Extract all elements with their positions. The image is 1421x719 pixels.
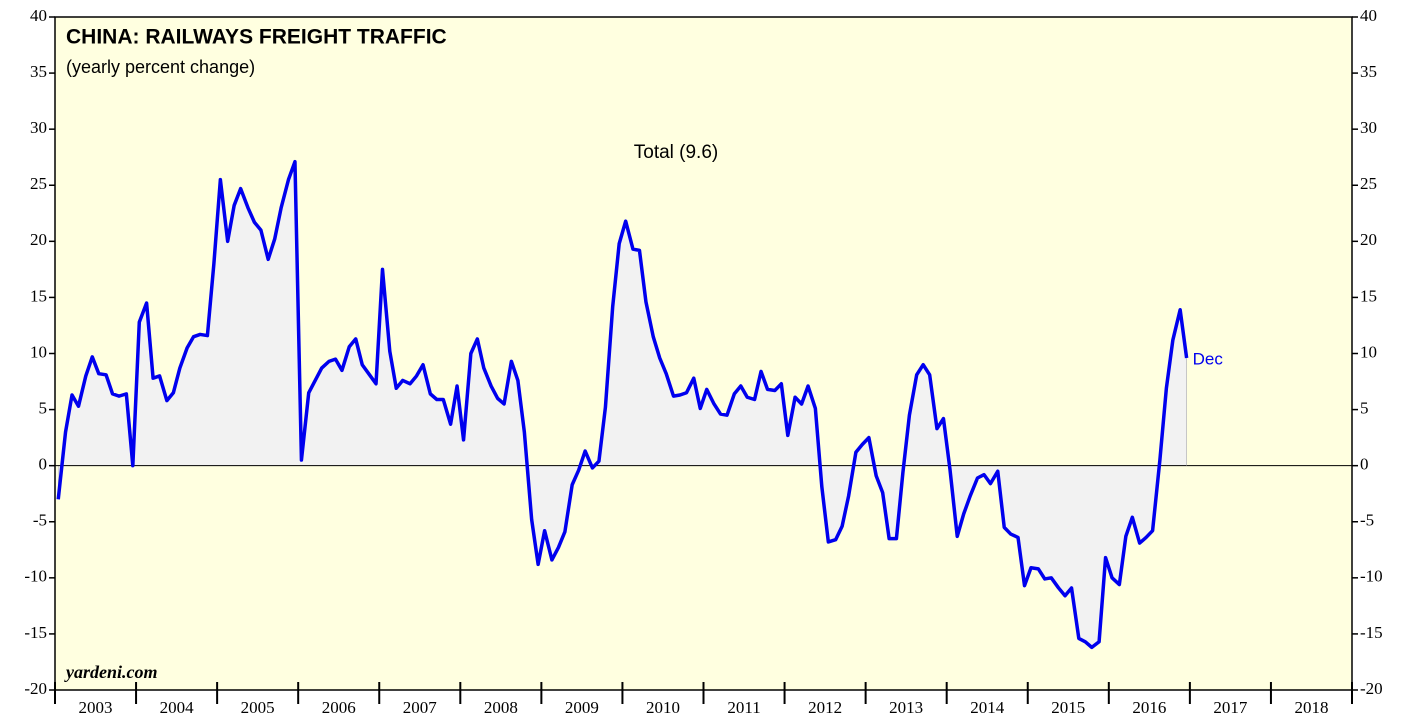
y-tick-label: 40	[30, 6, 47, 25]
x-tick-label: 2005	[241, 698, 275, 717]
y2-tick-label: -5	[1360, 511, 1374, 530]
x-tick-label: 2011	[727, 698, 760, 717]
x-tick-label: 2018	[1294, 698, 1328, 717]
x-tick-label: 2009	[565, 698, 599, 717]
y-tick-label: 15	[30, 286, 47, 305]
x-tick-label: 2013	[889, 698, 923, 717]
x-tick-label: 2003	[79, 698, 113, 717]
y2-tick-label: 5	[1360, 398, 1369, 417]
source: yardeni.com	[64, 662, 158, 682]
x-tick-label: 2010	[646, 698, 680, 717]
x-tick-label: 2014	[970, 698, 1005, 717]
y-tick-label: -5	[33, 511, 47, 530]
x-tick-label: 2004	[160, 698, 195, 717]
y2-tick-label: 15	[1360, 286, 1377, 305]
x-tick-label: 2017	[1213, 698, 1248, 717]
y2-tick-label: 35	[1360, 62, 1377, 81]
y-tick-label: 10	[30, 342, 47, 361]
y-tick-label: -20	[24, 679, 47, 698]
y-tick-label: 20	[30, 230, 47, 249]
x-tick-label: 2015	[1051, 698, 1085, 717]
x-tick-label: 2007	[403, 698, 438, 717]
y2-tick-label: -20	[1360, 679, 1383, 698]
y2-tick-label: 40	[1360, 6, 1377, 25]
line	[56, 159, 1189, 650]
y2-tick-label: -15	[1360, 623, 1383, 642]
y2-tick-label: -10	[1360, 567, 1383, 586]
y-tick-label: 5	[39, 398, 48, 417]
y-tick-label: 0	[39, 455, 48, 474]
y-tick-label: -15	[24, 623, 47, 642]
series-label: Total (9.6)	[634, 142, 718, 163]
chart-title: CHINA: RAILWAYS FREIGHT TRAFFIC	[66, 26, 447, 49]
chart-subtitle: (yearly percent change)	[66, 57, 255, 77]
x-tick-label: 2006	[322, 698, 356, 717]
y-tick-label: 30	[30, 118, 47, 137]
end-label: Dec	[1193, 349, 1224, 368]
x-tick-label: 2012	[808, 698, 842, 717]
y2-tick-label: 30	[1360, 118, 1377, 137]
y2-tick-label: 0	[1360, 455, 1369, 474]
y2-tick-label: 20	[1360, 230, 1377, 249]
y-tick-label: 25	[30, 174, 47, 193]
y2-tick-label: 10	[1360, 342, 1377, 361]
y-tick-label: -10	[24, 567, 47, 586]
x-tick-label: 2008	[484, 698, 518, 717]
y2-tick-label: 25	[1360, 174, 1377, 193]
y-tick-label: 35	[30, 62, 47, 81]
x-tick-label: 2016	[1132, 698, 1166, 717]
